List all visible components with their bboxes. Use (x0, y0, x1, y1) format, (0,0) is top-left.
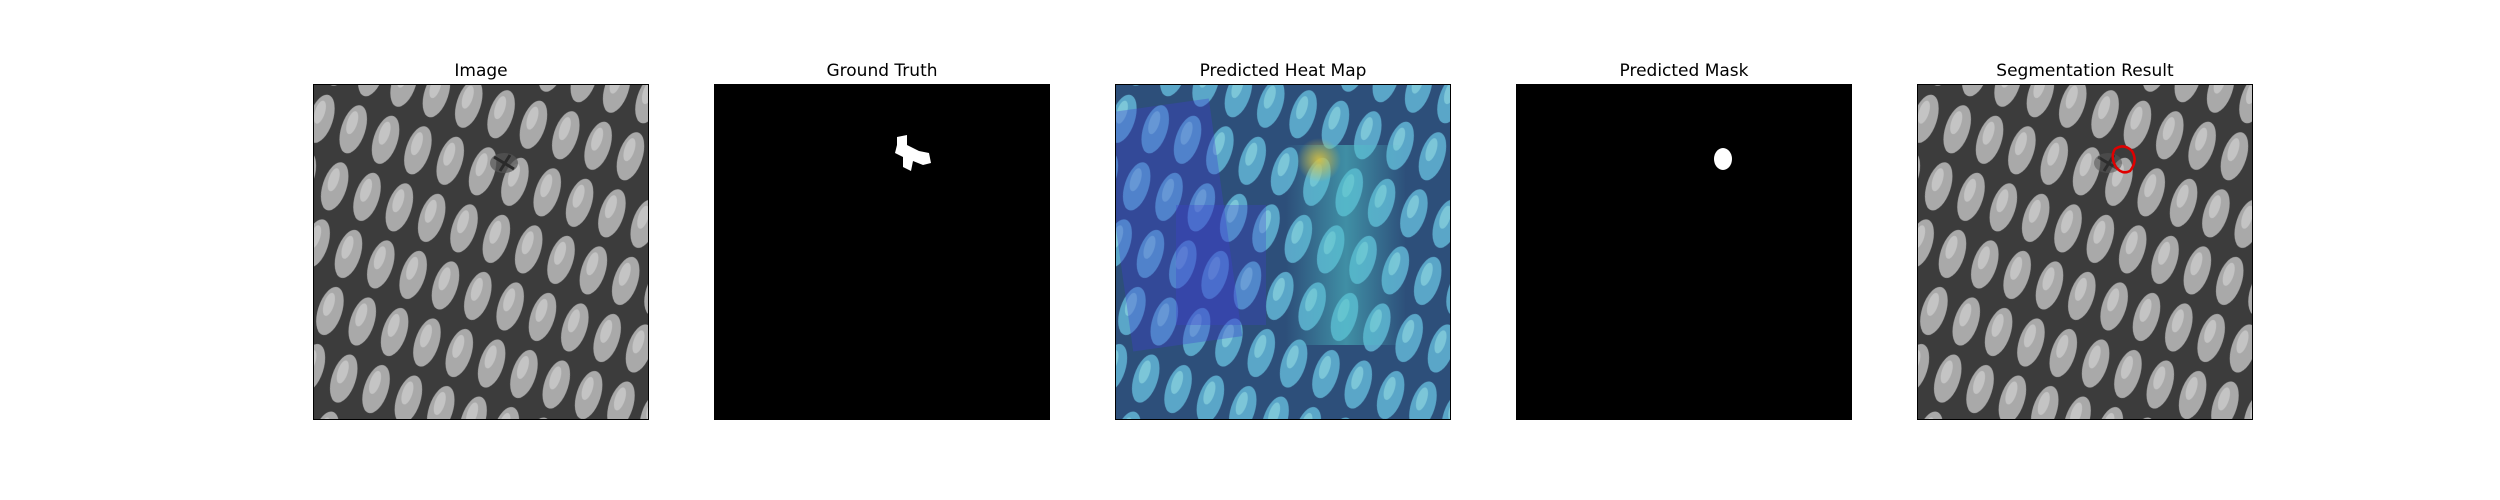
image-frame (313, 84, 649, 420)
segmentation-frame (1917, 84, 2253, 420)
panel-title-segmentation: Segmentation Result (1996, 61, 2174, 81)
texture-image (314, 85, 648, 419)
predicted-mask-frame (1516, 84, 1852, 420)
panel-title-image: Image (454, 61, 508, 81)
panel-title-ground-truth: Ground Truth (826, 61, 938, 81)
panel-title-predicted-mask: Predicted Mask (1619, 61, 1749, 81)
predicted-mask (1517, 85, 1851, 419)
heatmap-frame (1115, 84, 1451, 420)
segmentation-result (1918, 85, 2252, 419)
heatmap-hotspot (1297, 138, 1341, 182)
mesh-texture (314, 85, 648, 419)
defect-region (490, 153, 518, 173)
predicted-defect (1714, 148, 1732, 170)
segmentation-contour (2111, 145, 2136, 174)
ground-truth-frame (714, 84, 1050, 420)
ground-truth-defect (895, 135, 931, 171)
panel-title-heatmap: Predicted Heat Map (1199, 61, 1367, 81)
ground-truth-mask (715, 85, 1049, 419)
heatmap-overlay (1116, 85, 1450, 419)
